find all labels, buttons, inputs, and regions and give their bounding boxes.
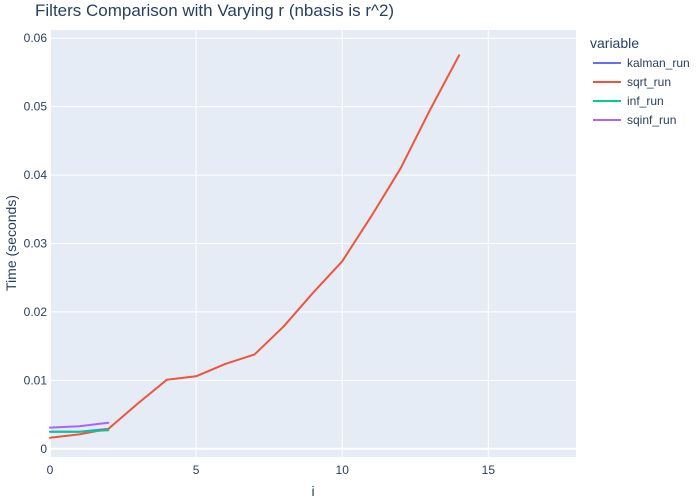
legend-item-sqinf-run[interactable]: sqinf_run xyxy=(593,113,676,127)
x-tick-label: 10 xyxy=(336,463,350,477)
legend-item-inf-run[interactable]: inf_run xyxy=(593,94,664,108)
y-axis-title: Time (seconds) xyxy=(3,195,19,291)
x-tick-label: 15 xyxy=(482,463,496,477)
legend[interactable]: variable kalman_run sqrt_run inf_run sqinf_… xyxy=(590,35,690,127)
y-tick-label: 0.02 xyxy=(24,305,48,319)
legend-label: sqinf_run xyxy=(627,113,676,127)
gridlines xyxy=(49,30,576,457)
y-tick-label: 0.05 xyxy=(24,100,48,114)
y-tick-label: 0.03 xyxy=(24,237,48,251)
legend-label: kalman_run xyxy=(627,56,690,70)
series-line-inf-run[interactable] xyxy=(49,429,110,433)
y-tick-label: 0.01 xyxy=(24,373,48,387)
y-tick-label: 0.06 xyxy=(24,31,48,45)
series-lines xyxy=(49,54,461,439)
legend-item-kalman-run[interactable]: kalman_run xyxy=(593,56,690,70)
y-tick-label: 0 xyxy=(40,442,47,456)
legend-label: sqrt_run xyxy=(627,75,671,89)
y-tick-label: 0.04 xyxy=(24,168,48,182)
x-tick-label: 0 xyxy=(47,463,54,477)
legend-item-sqrt-run[interactable]: sqrt_run xyxy=(593,75,671,89)
series-line-sqinf-run[interactable] xyxy=(49,421,110,429)
legend-label: inf_run xyxy=(627,94,664,108)
legend-title: variable xyxy=(590,35,639,51)
tick-labels: 0 5 10 15 0 0.01 0.02 0.03 0.04 0.05 0.06 xyxy=(24,31,496,477)
x-tick-label: 5 xyxy=(193,463,200,477)
x-axis-title: i xyxy=(311,483,314,499)
chart-title: Filters Comparison with Varying r (nbasi… xyxy=(35,1,394,20)
series-line-sqrt-run[interactable] xyxy=(49,54,461,439)
